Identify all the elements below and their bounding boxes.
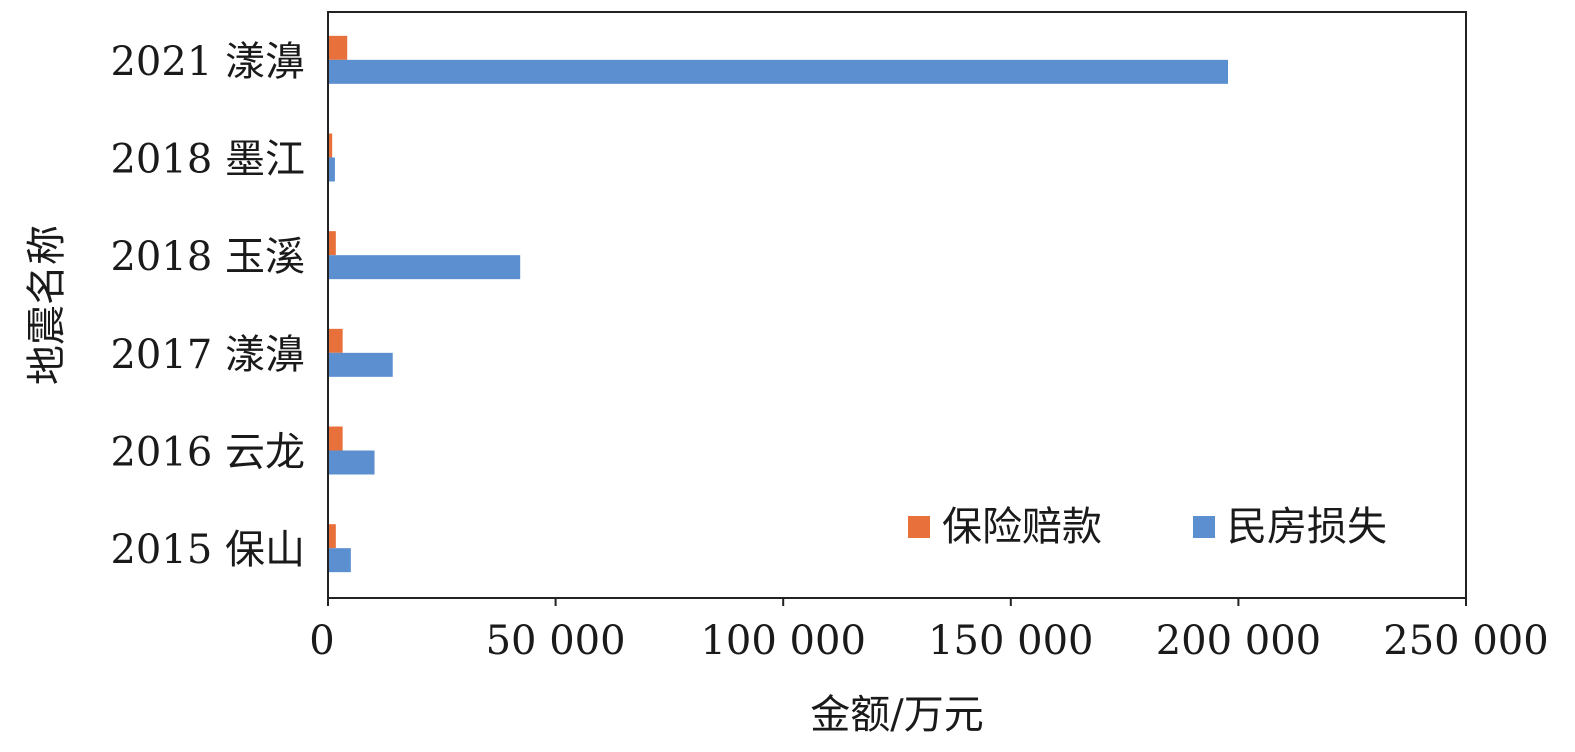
category-label-0: 2021 漾濞 — [110, 39, 305, 85]
category-label-4: 2016 云龙 — [110, 430, 305, 476]
x-tick-label-2: 100 000 — [700, 618, 865, 664]
bar-insurance-4 — [329, 426, 343, 451]
legend-swatch-insurance — [908, 516, 930, 538]
bar-house-loss-5 — [329, 548, 351, 573]
x-tick-label-3: 150 000 — [928, 618, 1093, 664]
x-tick-label-0: 0 — [309, 618, 334, 664]
y-axis-title: 地震名称 — [24, 225, 70, 385]
x-tick-label-1: 50 000 — [486, 618, 626, 664]
bar-insurance-5 — [329, 524, 336, 549]
bar-house-loss-3 — [329, 352, 393, 377]
bar-house-loss-1 — [329, 157, 335, 182]
x-tick-label-4: 200 000 — [1156, 618, 1321, 664]
bar-house-loss-0 — [329, 59, 1229, 84]
bar-insurance-3 — [329, 328, 343, 353]
bar-insurance-0 — [329, 35, 348, 60]
legend-label-house-loss: 民房损失 — [1227, 504, 1387, 550]
category-label-5: 2015 保山 — [110, 527, 305, 573]
category-label-2: 2018 玉溪 — [110, 234, 305, 280]
legend-swatch-house-loss — [1193, 516, 1215, 538]
bar-insurance-1 — [329, 133, 333, 158]
bar-insurance-2 — [329, 231, 336, 256]
category-label-1: 2018 墨江 — [110, 137, 305, 183]
category-label-3: 2017 漾濞 — [110, 332, 305, 378]
bar-house-loss-2 — [329, 255, 521, 280]
x-tick-label-5: 250 000 — [1383, 618, 1548, 664]
legend: 保险赔款 民房损失 — [908, 504, 1387, 550]
x-ticks-group: 0 50 000 100 000 150 000 200 000 250 000 — [309, 598, 1549, 664]
plot-frame — [327, 11, 1467, 599]
category-labels-group: 2021 漾濞 2018 墨江 2018 玉溪 2017 漾濞 2016 云龙 2015 … — [110, 39, 305, 573]
bar-house-loss-4 — [329, 450, 375, 475]
bars-group — [329, 35, 1229, 573]
x-axis-title: 金额/万元 — [810, 692, 983, 738]
legend-label-insurance: 保险赔款 — [942, 504, 1102, 550]
